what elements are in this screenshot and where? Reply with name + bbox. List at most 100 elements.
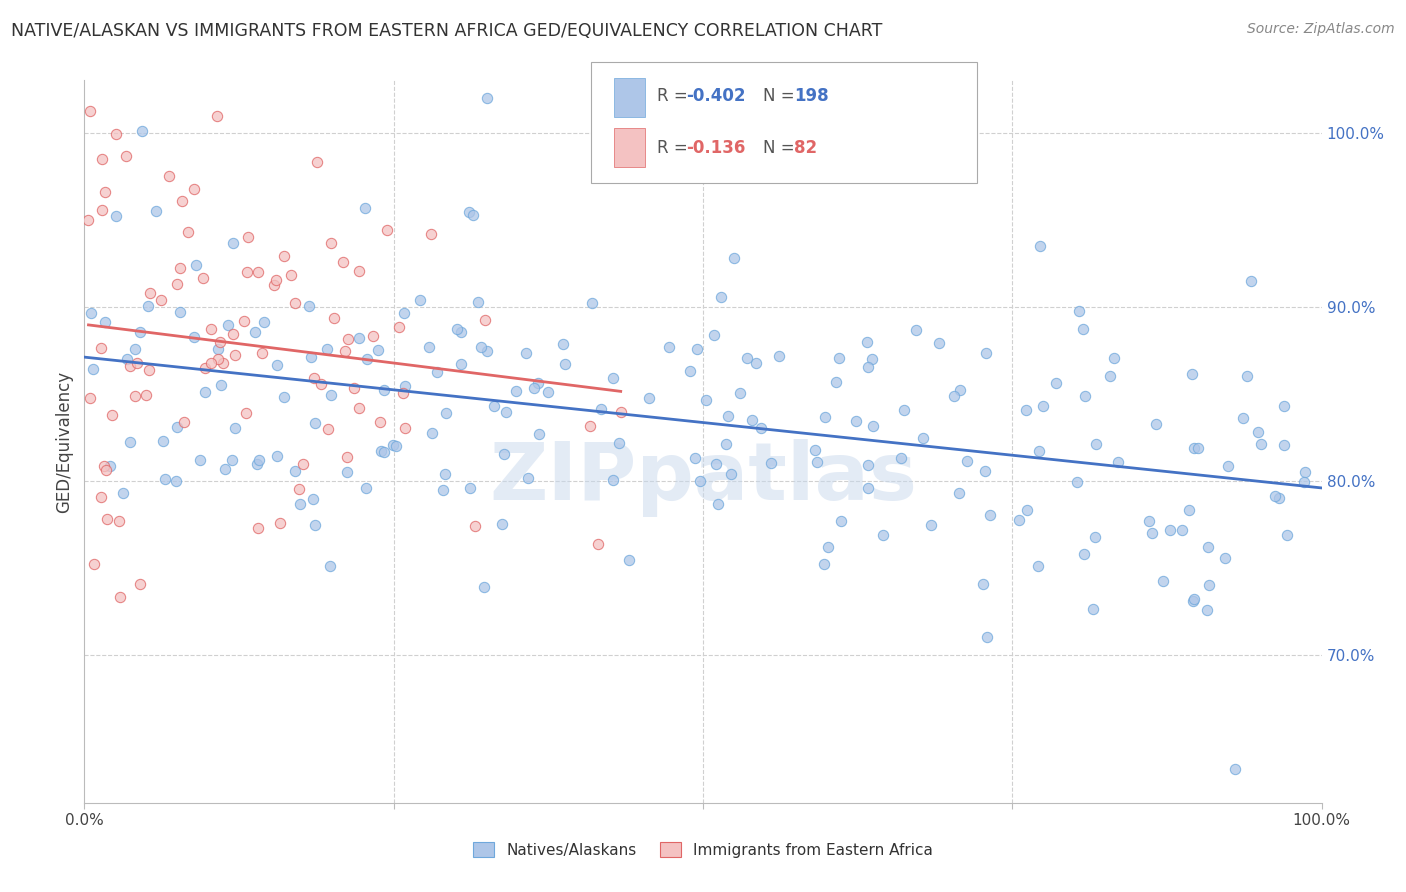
Point <box>1066 475 1088 489</box>
Point <box>830 514 852 528</box>
Point <box>637 391 659 405</box>
Point <box>173 415 195 429</box>
Point <box>1275 528 1298 542</box>
Point <box>1292 475 1315 489</box>
Point <box>695 393 717 408</box>
Point <box>976 630 998 644</box>
Point <box>689 475 711 489</box>
Point <box>1083 601 1105 615</box>
Point <box>716 437 738 451</box>
Point <box>1104 351 1126 365</box>
Point <box>392 385 415 400</box>
Point <box>890 451 912 466</box>
Point <box>152 434 174 448</box>
Point <box>183 330 205 344</box>
Point <box>343 381 366 395</box>
Point <box>93 458 115 473</box>
Point <box>246 457 269 471</box>
Point <box>467 295 489 310</box>
Point <box>1107 455 1129 469</box>
Point <box>893 403 915 417</box>
Point <box>263 278 285 293</box>
Point <box>79 104 101 119</box>
Point <box>208 335 231 350</box>
Point <box>273 249 295 263</box>
Text: 82: 82 <box>794 139 817 157</box>
Point <box>855 334 877 349</box>
Point <box>247 453 270 467</box>
Point <box>1264 489 1286 503</box>
Point <box>470 340 492 354</box>
Point <box>1274 400 1296 414</box>
Point <box>1250 437 1272 451</box>
Point <box>247 265 270 279</box>
Point <box>169 305 191 319</box>
Point <box>370 444 392 458</box>
Point <box>463 519 485 533</box>
Point <box>298 299 321 313</box>
Point <box>446 322 468 336</box>
Point <box>214 461 236 475</box>
Point <box>1272 438 1295 452</box>
Point <box>537 384 560 399</box>
Point <box>224 421 246 435</box>
Point <box>710 290 733 304</box>
Point <box>125 356 148 370</box>
Point <box>928 335 950 350</box>
Point <box>974 464 997 478</box>
Point <box>145 203 167 218</box>
Point <box>381 438 404 452</box>
Point <box>336 465 359 479</box>
Point <box>212 356 235 370</box>
Point <box>200 356 222 370</box>
Point <box>153 472 176 486</box>
Point <box>586 537 609 551</box>
Point <box>394 379 416 393</box>
Point <box>409 293 432 307</box>
Point <box>101 408 124 422</box>
Point <box>943 389 966 403</box>
Point <box>862 418 884 433</box>
Point <box>118 359 141 373</box>
Point <box>347 263 370 277</box>
Point <box>474 313 496 327</box>
Point <box>495 405 517 419</box>
Point <box>827 351 849 365</box>
Point <box>193 270 215 285</box>
Point <box>114 149 136 163</box>
Point <box>388 319 411 334</box>
Point <box>232 314 254 328</box>
Point <box>685 450 707 465</box>
Point <box>475 344 498 359</box>
Point <box>269 516 291 531</box>
Point <box>243 325 266 339</box>
Text: R =: R = <box>657 139 697 157</box>
Point <box>104 209 127 223</box>
Point <box>825 376 848 390</box>
Point <box>235 265 257 279</box>
Point <box>1247 425 1270 439</box>
Point <box>347 331 370 345</box>
Point <box>948 486 970 500</box>
Point <box>856 482 879 496</box>
Point <box>83 557 105 571</box>
Point <box>1213 551 1236 566</box>
Point <box>419 227 441 242</box>
Point <box>515 346 537 360</box>
Point <box>347 401 370 416</box>
Point <box>979 508 1001 522</box>
Point <box>221 452 243 467</box>
Point <box>209 378 232 392</box>
Text: N =: N = <box>763 87 800 105</box>
Point <box>302 370 325 384</box>
Point <box>284 464 307 478</box>
Point <box>434 406 457 420</box>
Point <box>976 346 998 360</box>
Point <box>1232 410 1254 425</box>
Point <box>264 273 287 287</box>
Point <box>302 491 325 506</box>
Text: Source: ZipAtlas.com: Source: ZipAtlas.com <box>1247 22 1395 37</box>
Point <box>207 342 229 356</box>
Point <box>1032 399 1054 413</box>
Point <box>138 363 160 377</box>
